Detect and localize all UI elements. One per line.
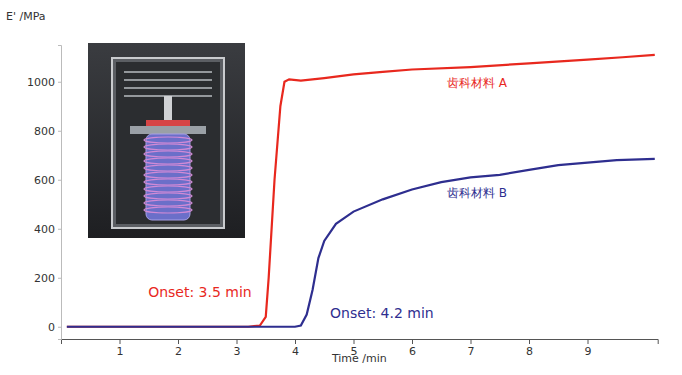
y-tick-label: 800 <box>34 125 55 138</box>
x-tick-label: 8 <box>526 345 533 358</box>
inset-rail <box>124 71 212 73</box>
x-tick-label: 1 <box>117 345 124 358</box>
y-tick-label: 200 <box>34 272 55 285</box>
chart: 12345678902004006008001000E' /MPaTime /m… <box>0 0 682 375</box>
y-tick: 400 <box>34 223 61 236</box>
plot-area <box>67 55 655 327</box>
series-line <box>67 55 655 327</box>
series-line <box>67 159 655 327</box>
inset-background <box>88 43 245 238</box>
x-tick-label: 4 <box>292 345 299 358</box>
inset-sample <box>146 120 190 126</box>
x-tick-label: 6 <box>409 345 416 358</box>
inset-coil <box>144 193 192 199</box>
x-tick: 3 <box>234 339 241 358</box>
inset-coil <box>144 137 192 143</box>
y-tick-label: 400 <box>34 223 55 236</box>
y-axis-title: E' /MPa <box>6 10 46 23</box>
x-axis-title: Time /min <box>331 352 387 365</box>
x-tick-label: 2 <box>175 345 182 358</box>
y-tick-mark <box>58 82 61 83</box>
inset-coil <box>144 172 192 178</box>
x-tick-label: 7 <box>468 345 475 358</box>
inset-rail <box>124 79 212 81</box>
inset-frame <box>112 58 224 228</box>
series-label: 齿科材料 B <box>447 186 507 200</box>
inset-probe <box>164 96 172 120</box>
inset-coil <box>144 158 192 164</box>
inset-coil <box>144 186 192 192</box>
y-tick: 200 <box>34 272 61 285</box>
x-tick-mark <box>354 339 355 344</box>
y-axis: 0 200 400 600 800 1000 <box>27 46 62 340</box>
x-tick: 6 <box>409 339 416 358</box>
x-tick-mark <box>295 339 296 344</box>
y-tick-mark <box>58 229 61 230</box>
inset-coil <box>144 207 192 213</box>
y-tick-mark <box>58 180 61 181</box>
y-tick: 1000 <box>27 76 61 89</box>
y-tick: 800 <box>34 125 61 138</box>
x-tick-mark <box>120 339 121 344</box>
inset-coil <box>144 179 192 185</box>
y-tick-mark <box>58 131 61 132</box>
inset-coil <box>144 165 192 171</box>
x-tick-mark <box>588 339 589 344</box>
x-tick: 9 <box>585 339 592 358</box>
inset-illustration <box>88 43 245 238</box>
x-axis-line <box>62 340 659 345</box>
inset-coil <box>144 200 192 206</box>
inset-chamber <box>116 62 220 224</box>
x-tick: 4 <box>292 339 299 358</box>
x-tick-label: 3 <box>234 345 241 358</box>
y-axis-line <box>58 46 62 340</box>
x-tick-mark <box>237 339 238 344</box>
x-tick: 1 <box>117 339 124 358</box>
x-tick-mark <box>178 339 179 344</box>
inset-rail <box>124 87 212 89</box>
y-tick-label: 1000 <box>27 76 55 89</box>
y-tick-label: 600 <box>34 174 55 187</box>
annotation: Onset: 4.2 min <box>330 305 434 321</box>
inset-coil <box>144 151 192 157</box>
y-tick-mark <box>58 278 61 279</box>
inset-coil <box>144 144 192 150</box>
annotation: Onset: 3.5 min <box>148 284 252 300</box>
y-tick: 600 <box>34 174 61 187</box>
y-tick-mark <box>58 327 61 328</box>
x-tick-label: 9 <box>585 345 592 358</box>
x-tick: 7 <box>468 339 475 358</box>
inset-stage <box>130 126 206 134</box>
x-tick-mark <box>412 339 413 344</box>
x-tick: 2 <box>175 339 182 358</box>
y-tick-label: 0 <box>48 321 55 334</box>
series-label: 齿科材料 A <box>447 76 508 90</box>
x-tick-mark <box>471 339 472 344</box>
y-tick: 0 <box>48 321 61 334</box>
x-tick-mark <box>529 339 530 344</box>
x-tick: 8 <box>526 339 533 358</box>
